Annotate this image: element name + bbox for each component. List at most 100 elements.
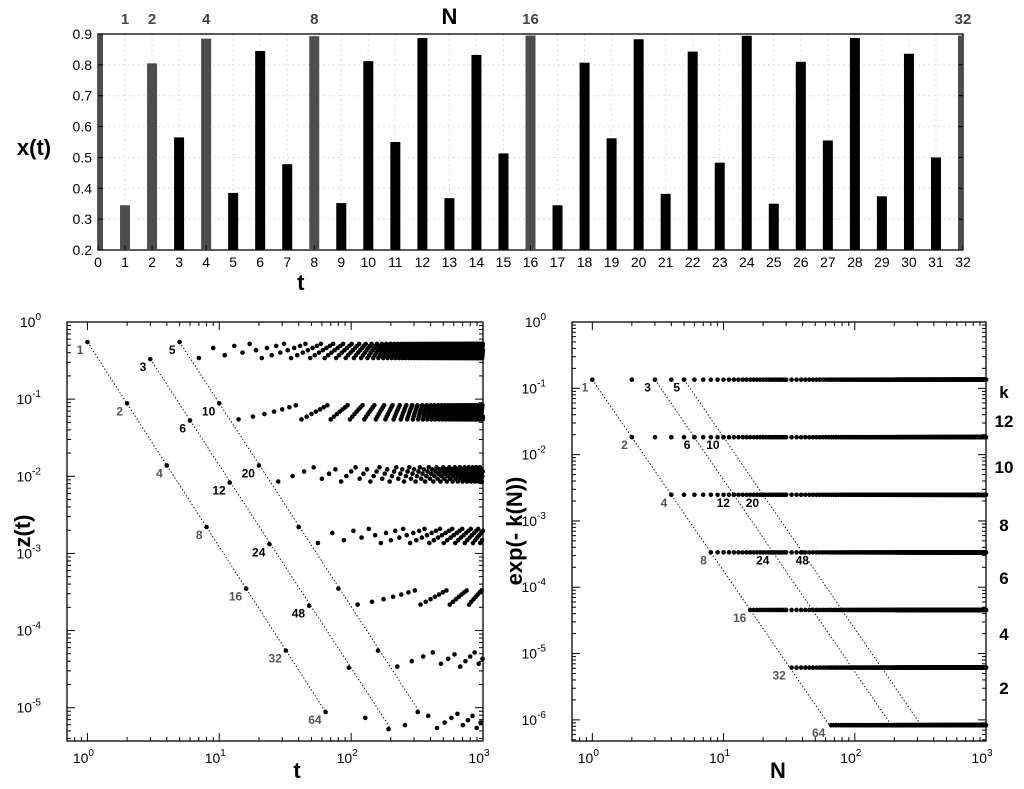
- x-tick-label: 24: [739, 254, 755, 270]
- data-point: [256, 463, 262, 468]
- data-point: [253, 347, 259, 353]
- data-point: [810, 492, 816, 498]
- data-point: [803, 607, 808, 613]
- data-point: [457, 664, 463, 669]
- data-point: [983, 377, 989, 382]
- top-axis-title: N: [441, 4, 457, 29]
- x-axis-title: t: [297, 270, 305, 295]
- data-point: [348, 469, 354, 474]
- bar: [444, 198, 455, 250]
- data-point: [216, 401, 222, 406]
- data-point: [294, 352, 300, 358]
- data-point: [440, 590, 446, 595]
- x-tick-label: 3: [175, 254, 183, 270]
- y-tick-base: 10: [522, 447, 538, 463]
- data-point: [736, 434, 741, 440]
- data-point: [259, 355, 265, 361]
- x-tick-label: 31: [928, 254, 944, 270]
- x-tick-label: 9: [337, 254, 345, 270]
- data-point: [449, 526, 455, 532]
- data-point: [455, 479, 461, 484]
- data-point: [751, 492, 757, 498]
- data-point: [478, 720, 483, 725]
- data-point: [300, 350, 306, 355]
- y-tick-exponent: -1: [32, 389, 41, 400]
- data-point: [397, 535, 402, 540]
- data-point: [448, 535, 453, 540]
- x-tick-exponent: 1: [220, 748, 226, 759]
- data-point: [393, 465, 399, 470]
- data-point: [366, 526, 372, 532]
- data-point: [243, 586, 249, 591]
- bar: [417, 38, 428, 250]
- x-tick-exponent: 3: [987, 748, 993, 759]
- data-point: [810, 434, 816, 440]
- y-tick-exponent: 0: [540, 312, 546, 323]
- data-point: [814, 665, 819, 670]
- x-tick-label: 101: [709, 748, 731, 766]
- data-point: [317, 407, 323, 412]
- data-point: [409, 658, 415, 664]
- y-tick-label: 100: [20, 312, 42, 330]
- data-point: [798, 607, 804, 613]
- y-tick-label: 0.8: [73, 57, 93, 73]
- data-point: [452, 540, 458, 546]
- data-point: [806, 434, 812, 440]
- data-point: [356, 341, 362, 347]
- x-tick-label: 2: [148, 254, 156, 270]
- data-point: [726, 377, 732, 382]
- x-tick-label: 6: [256, 254, 264, 270]
- data-point: [341, 537, 347, 543]
- y-tick-label: 100: [525, 312, 547, 330]
- x-tick-base: 10: [73, 750, 89, 766]
- x-tick-label: 29: [874, 254, 890, 270]
- data-point: [436, 592, 442, 597]
- data-point: [371, 473, 376, 479]
- log-scatter-z-panel: 100 101 102 10310010-110-210-310-410-512481…: [10, 312, 490, 783]
- data-point: [384, 467, 390, 472]
- bar: [714, 162, 725, 250]
- data-point: [740, 434, 746, 440]
- data-point: [204, 524, 209, 530]
- data-point: [726, 550, 732, 555]
- point-label: 12: [212, 484, 226, 498]
- data-point: [736, 377, 741, 382]
- data-point: [480, 528, 486, 534]
- data-point: [416, 469, 421, 474]
- y-tick-base: 10: [17, 545, 33, 561]
- x-tick-base: 10: [709, 750, 725, 766]
- data-point: [803, 377, 808, 382]
- data-point: [810, 665, 816, 670]
- data-point: [312, 352, 318, 358]
- data-point: [403, 402, 409, 408]
- y-tick-base: 10: [17, 700, 33, 716]
- data-point: [789, 607, 794, 613]
- data-point: [814, 607, 819, 613]
- data-point: [390, 402, 395, 408]
- data-point: [744, 550, 749, 555]
- y-tick-label: 10-5: [522, 644, 547, 662]
- data-point: [407, 540, 413, 546]
- x-tick-label: 103: [468, 748, 490, 766]
- data-point: [232, 343, 237, 349]
- data-point: [465, 717, 471, 723]
- data-point: [748, 377, 753, 382]
- data-point: [306, 603, 312, 608]
- data-point: [297, 343, 303, 349]
- data-point: [731, 550, 737, 555]
- x-tick-label: 27: [820, 254, 836, 270]
- x-tick-label: 102: [840, 748, 862, 766]
- x-tick-label: 19: [604, 254, 620, 270]
- data-point: [806, 607, 812, 613]
- data-point: [417, 465, 423, 470]
- data-point: [721, 492, 726, 498]
- data-point: [361, 471, 366, 476]
- bar: [255, 50, 266, 250]
- data-point: [359, 535, 364, 540]
- data-point: [748, 607, 753, 613]
- data-point: [314, 343, 320, 349]
- data-point: [794, 492, 799, 498]
- data-point: [293, 402, 299, 408]
- data-point: [333, 355, 339, 361]
- bar: [147, 63, 158, 250]
